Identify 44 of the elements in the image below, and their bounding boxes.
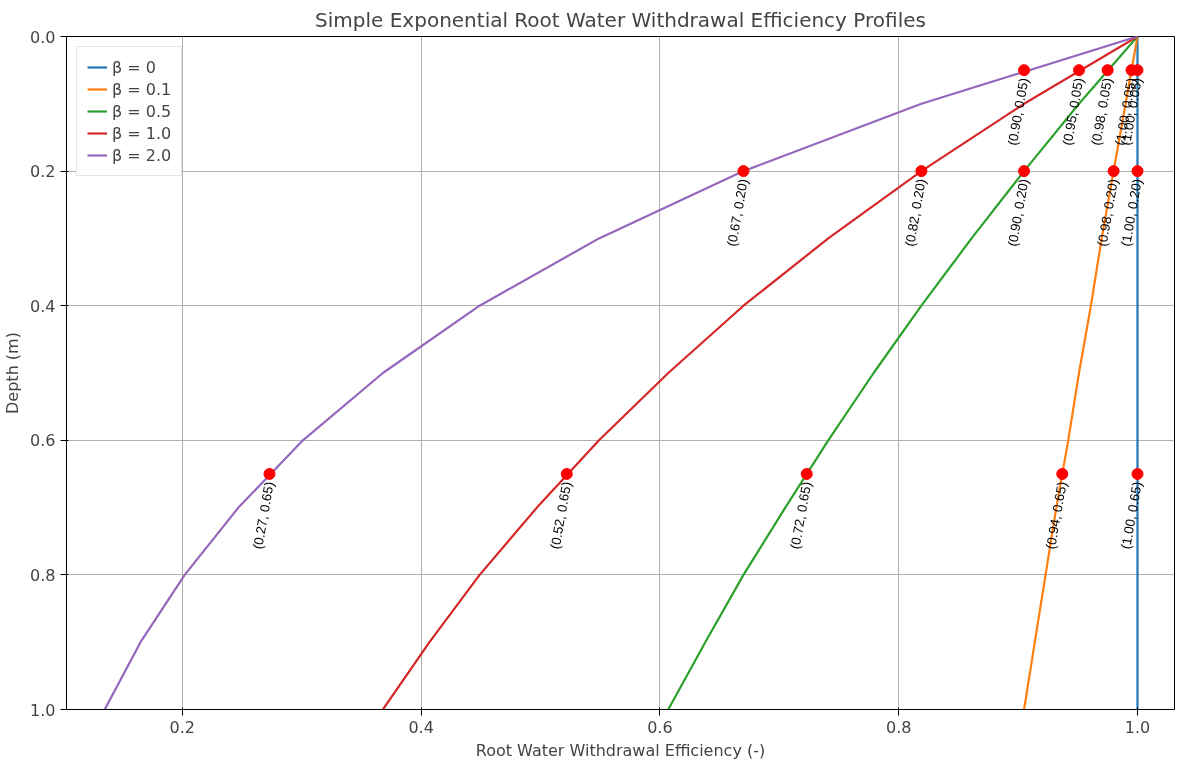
- point: [1056, 467, 1069, 480]
- point: [1101, 64, 1114, 77]
- point: [1131, 467, 1144, 480]
- point: [263, 467, 276, 480]
- legend-label: β = 0.5: [112, 101, 172, 121]
- data-label: (0.90, 0.20): [1004, 177, 1032, 248]
- data-label: (0.67, 0.20): [724, 177, 751, 248]
- y-tick-label: 0.2: [30, 162, 56, 182]
- data-label: (0.95, 0.05): [1059, 76, 1087, 147]
- x-tick-label: 0.4: [408, 717, 434, 737]
- legend-label: β = 0: [112, 57, 156, 77]
- y-tick-label: 0.6: [30, 431, 56, 451]
- point: [560, 467, 573, 480]
- legend-label: β = 1.0: [112, 123, 172, 143]
- point: [800, 467, 813, 480]
- x-tick-label: 1.0: [1124, 717, 1151, 737]
- x-tick-label: 0.2: [169, 717, 196, 737]
- y-axis-title: Depth (m): [3, 332, 23, 414]
- y-tick-label: 0.8: [30, 565, 56, 585]
- data-label: (0.98, 0.20): [1094, 177, 1121, 248]
- chart-title: Simple Exponential Root Water Withdrawal Efficiency Profiles: [315, 7, 926, 32]
- data-label: (0.94, 0.65): [1043, 480, 1070, 551]
- data-label: (0.72, 0.65): [787, 480, 815, 551]
- y-tick-label: 0.4: [30, 296, 56, 316]
- point: [1018, 165, 1031, 178]
- y-tick-label: 0.0: [30, 27, 56, 47]
- x-tick-label: 0.6: [647, 717, 673, 737]
- x-tick-label: 0.8: [885, 717, 912, 737]
- y-tick-label: 1.0: [30, 700, 56, 720]
- legend-label: β = 0.1: [112, 79, 172, 99]
- data-label: (0.82, 0.20): [902, 177, 929, 248]
- data-label: (0.98, 0.05): [1088, 76, 1116, 147]
- point: [1107, 165, 1120, 178]
- point: [1131, 165, 1144, 178]
- point: [1072, 64, 1085, 77]
- x-axis-title: Root Water Withdrawal Efficiency (-): [475, 740, 766, 760]
- data-label: (0.27, 0.65): [250, 480, 277, 551]
- point: [915, 165, 928, 178]
- data-label: (0.52, 0.65): [547, 480, 575, 551]
- legend-label: β = 2.0: [112, 145, 172, 165]
- data-label: (1.00, 0.65): [1118, 480, 1145, 551]
- data-label: (0.90, 0.05): [1004, 76, 1032, 147]
- point: [1018, 64, 1031, 77]
- point: [737, 165, 750, 178]
